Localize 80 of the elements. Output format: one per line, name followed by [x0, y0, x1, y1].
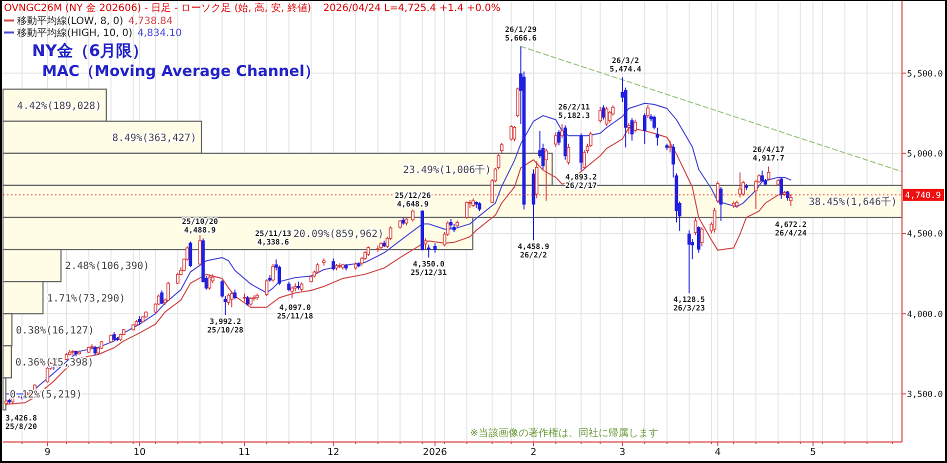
- x-tick-label: 3: [619, 447, 626, 458]
- y-tick-label: 4,500.0: [907, 230, 943, 240]
- x-tick-label: 10: [134, 447, 146, 458]
- candlestick: [188, 241, 192, 268]
- candlestick: [598, 106, 602, 124]
- candlestick: [366, 246, 370, 256]
- candlestick: [646, 104, 650, 119]
- candlestick: [287, 281, 291, 292]
- candlestick: [738, 172, 742, 198]
- data-label: 38.45%(1,646千): [808, 196, 897, 208]
- candlestick: [604, 106, 608, 127]
- x-tick-label: 12: [327, 447, 340, 458]
- candlestick: [510, 124, 513, 142]
- candlestick: [780, 176, 783, 200]
- y-tick-label: 5,500.0: [907, 69, 943, 80]
- x-tick-label: 2026: [422, 447, 448, 458]
- annotation: 4,834.10: [137, 28, 182, 39]
- candlestick: [668, 140, 672, 153]
- candlestick: [687, 230, 691, 294]
- candlestick: [166, 281, 170, 302]
- x-tick-label: 9: [44, 447, 50, 458]
- annotation: 4,738.84: [128, 16, 173, 27]
- candlestick: [271, 263, 275, 282]
- candlestick: [264, 278, 268, 297]
- candlestick: [642, 112, 646, 145]
- data-label: 4.42%(189,028): [17, 100, 102, 112]
- data-label: 1.71%(73,290): [46, 293, 126, 304]
- candlestick: [554, 132, 558, 148]
- candlestick: [160, 290, 164, 305]
- candlestick: [233, 289, 237, 300]
- candlestick: [716, 180, 720, 204]
- legend-label: 移動平均線(HIGH, 10, 0): [17, 27, 132, 39]
- candlestick: [500, 142, 504, 154]
- data-label: 0.38%(16,127): [16, 325, 94, 336]
- x-tick-label: 11: [238, 447, 250, 458]
- candlestick: [411, 209, 414, 222]
- candlestick: [696, 226, 700, 254]
- y-tick-label: 5,000.0: [907, 150, 943, 160]
- candlestick: [176, 272, 180, 285]
- x-tick-label: 5: [810, 447, 816, 458]
- annotation: 2026/04/24 L=4,725.4 +1.4 +0.0%: [323, 3, 501, 14]
- candlestick: [760, 170, 764, 183]
- candlestick: [633, 119, 637, 133]
- candlestick: [630, 118, 634, 142]
- data-label: 20.09%(859,962): [293, 229, 384, 240]
- candlestick: [93, 345, 97, 356]
- text: MAC（Moving Average Channel）: [42, 62, 320, 80]
- candlestick: [719, 186, 723, 222]
- annotation: OVNGC26M (NY 金 202606) - 日足 - ローソク足 (始, 高, 安, 終値): [4, 2, 312, 14]
- data-label: 23.49%(1,006千): [402, 164, 492, 176]
- y-tick-label: 4,000.0: [907, 310, 943, 320]
- ref-line-label: 4,740.9: [905, 191, 941, 202]
- candlestick: [465, 200, 468, 220]
- candlestick: [766, 166, 770, 182]
- data-label: 2.48%(106,390): [64, 261, 150, 272]
- y-tick-label: 3,500.0: [907, 390, 943, 400]
- candlestick: [316, 262, 320, 274]
- candlestick: [433, 242, 437, 254]
- candlestick: [700, 226, 704, 247]
- candlestick: [566, 143, 570, 166]
- candlestick: [602, 104, 606, 120]
- candlestick: [226, 293, 230, 306]
- data-label: 8.49%(363,427): [112, 132, 197, 144]
- candlestick: [426, 244, 430, 258]
- candlestick: [789, 194, 793, 206]
- legend-label: 移動平均線(LOW, 8, 0): [17, 15, 124, 27]
- text: NY金（6月限）: [32, 41, 148, 60]
- x-tick-label: 2: [530, 447, 537, 458]
- candlestick: [208, 274, 212, 290]
- candlestick: [557, 130, 561, 146]
- candlestick: [512, 126, 516, 142]
- x-tick-label: 4: [714, 447, 721, 458]
- candlestick: [544, 148, 548, 202]
- candlestick: [627, 122, 631, 135]
- candlestick: [449, 218, 453, 230]
- candlestick: [332, 258, 336, 271]
- candlestick: [290, 286, 294, 299]
- annotation: ※当該画像の著作権は、同社に帰属します: [470, 427, 658, 439]
- candlestick: [424, 238, 428, 250]
- candlestick: [712, 207, 716, 234]
